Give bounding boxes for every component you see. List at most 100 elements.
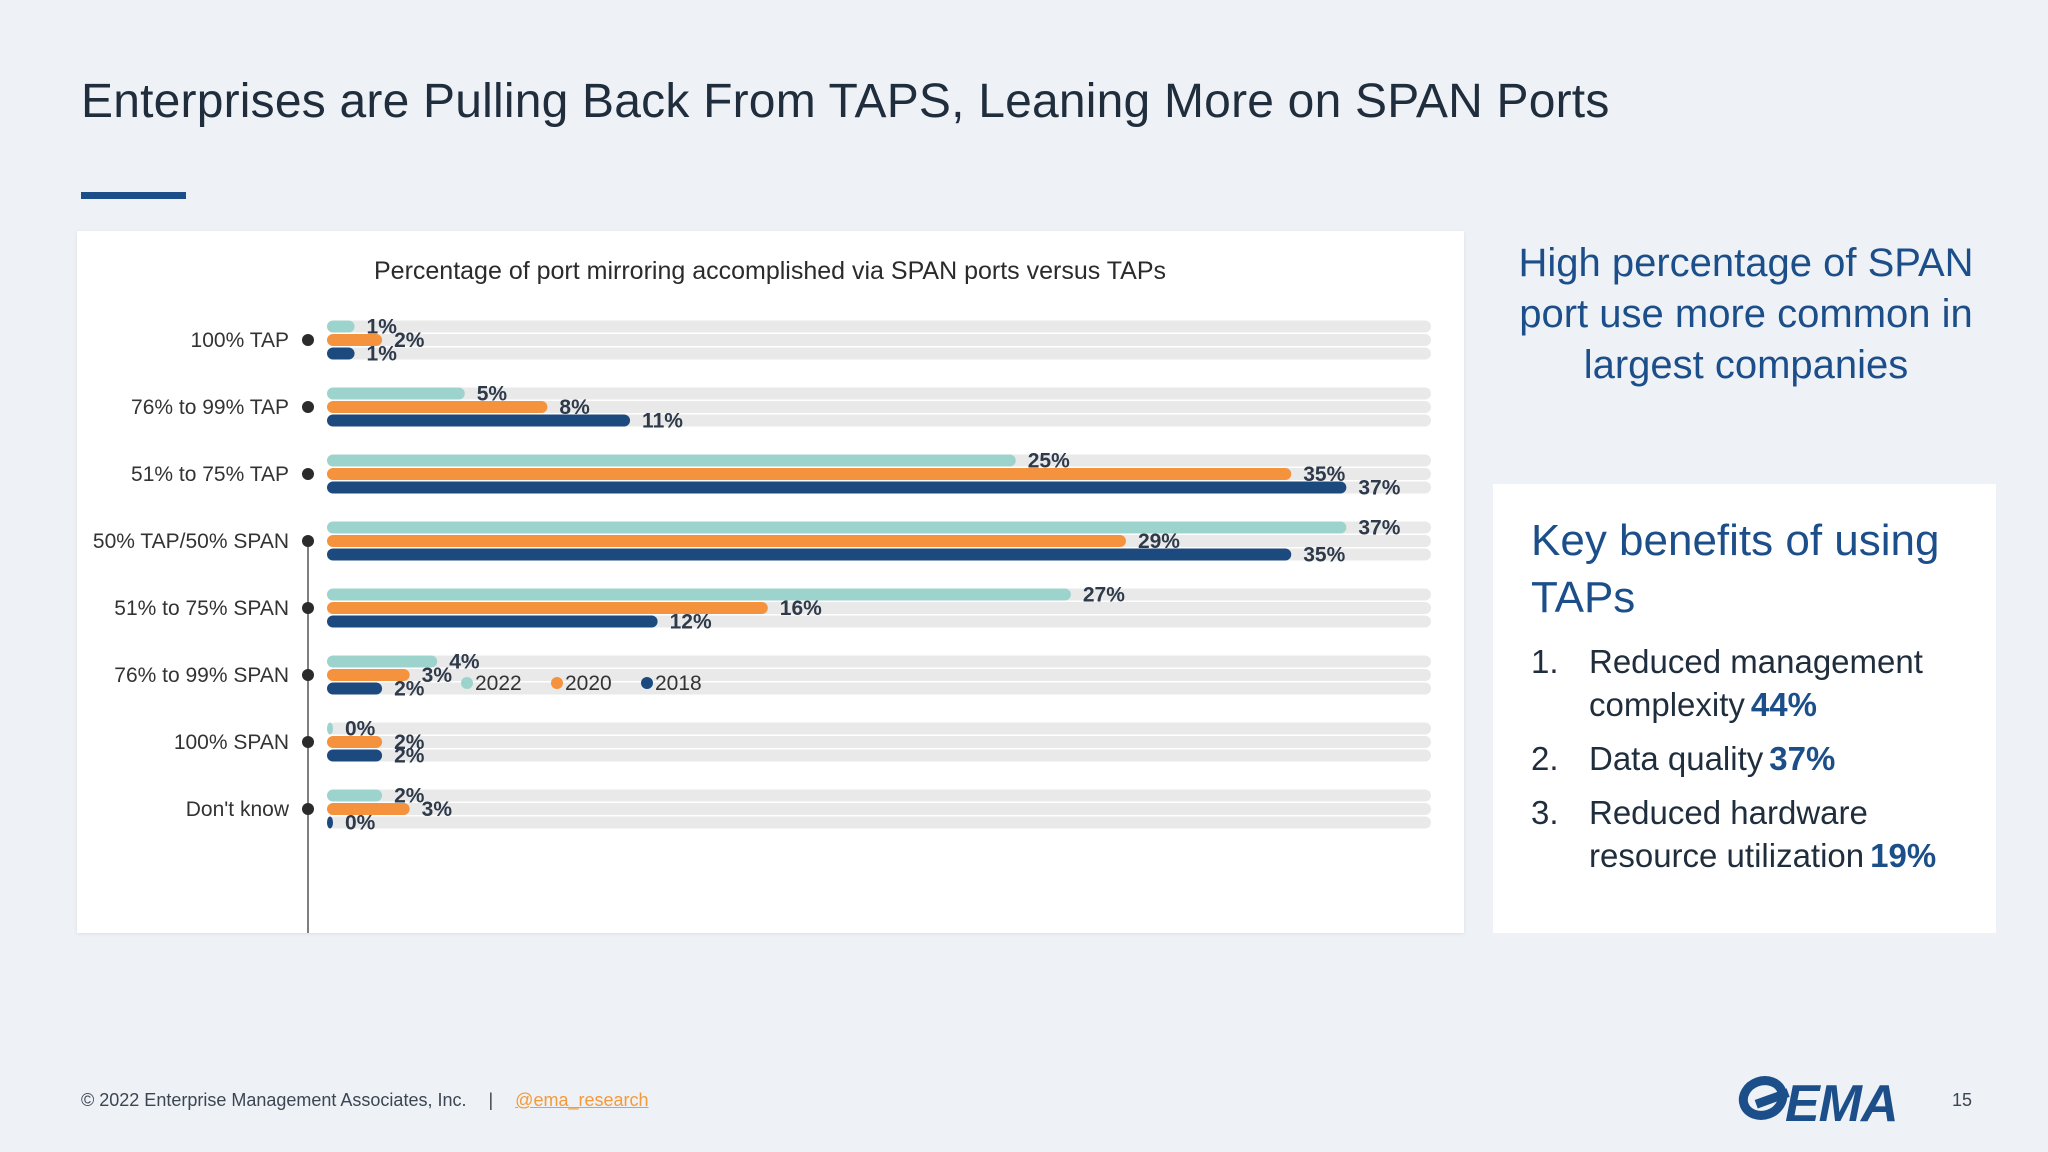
benefit-text: Reduced management complexity: [1589, 643, 1923, 723]
bar-track: [329, 347, 1431, 360]
footer: © 2022 Enterprise Management Associates,…: [81, 1090, 649, 1111]
bar-value-label: 35%: [1303, 544, 1345, 567]
bar-value-label: 0%: [345, 718, 376, 741]
bar-value-label: 2%: [394, 678, 425, 701]
bar-2020: [327, 669, 410, 681]
legend-label: 2020: [565, 672, 612, 695]
benefits-panel: Key benefits of using TAPs 1. Reduced man…: [1493, 484, 1996, 933]
axis-marker: [302, 602, 314, 614]
footer-separator: |: [488, 1090, 494, 1110]
bar-value-label: 1%: [367, 316, 398, 339]
bar-value-label: 16%: [780, 597, 822, 620]
category-label: 76% to 99% SPAN: [114, 664, 289, 687]
bar-2022: [327, 655, 438, 668]
category-label: 100% TAP: [191, 329, 289, 352]
bar-value-label: 2%: [394, 329, 425, 352]
bar-2022: [327, 454, 1016, 467]
bar-track: [329, 682, 1431, 695]
benefit-percent: 19%: [1870, 837, 1937, 874]
category-label: 51% to 75% SPAN: [114, 597, 289, 620]
bar-2020: [327, 334, 383, 346]
category-label: 76% to 99% TAP: [131, 396, 289, 419]
bar-2018: [327, 816, 333, 829]
copyright-text: © 2022 Enterprise Management Associates,…: [81, 1090, 467, 1110]
benefit-item: 2. Data quality 37%: [1531, 737, 1976, 780]
bar-value-label: 27%: [1083, 584, 1125, 607]
axis-marker: [302, 401, 314, 413]
benefit-percent: 37%: [1769, 740, 1836, 777]
bar-2020: [327, 468, 1292, 480]
bar-value-label: 11%: [642, 410, 683, 433]
bar-track: [329, 789, 1431, 802]
legend-swatch-2018: [641, 677, 653, 689]
legend-label: 2018: [655, 672, 702, 695]
axis-marker: [302, 736, 314, 748]
bar-2018: [327, 414, 631, 427]
bar-2022: [327, 722, 333, 735]
twitter-handle-link[interactable]: @ema_research: [515, 1090, 649, 1110]
bar-value-label: 29%: [1138, 530, 1180, 553]
legend-swatch-2022: [461, 677, 473, 689]
bar-2020: [327, 736, 383, 748]
page-number: 15: [1952, 1090, 1973, 1110]
bar-2018: [327, 682, 383, 695]
bar-2022: [327, 521, 1347, 534]
benefit-item: 1. Reduced management complexity 44%: [1531, 640, 1976, 726]
bar-value-label: 2%: [394, 731, 425, 754]
bar-value-label: 4%: [449, 651, 480, 674]
bar-value-label: 12%: [670, 611, 712, 634]
category-label: 50% TAP/50% SPAN: [93, 530, 289, 553]
bar-value-label: 37%: [1358, 477, 1400, 500]
bar-track: [329, 655, 1431, 668]
benefits-list: 1. Reduced management complexity 44% 2. Dat…: [1531, 640, 1976, 877]
bar-value-label: 35%: [1303, 463, 1345, 486]
bar-value-label: 2%: [394, 785, 425, 808]
benefit-number: 1.: [1531, 643, 1559, 680]
bar-track: [329, 749, 1431, 762]
axis-marker: [302, 334, 314, 346]
bar-value-label: 3%: [422, 664, 453, 687]
bar-2018: [327, 347, 355, 360]
benefit-text: Reduced hardware resource utilization: [1589, 794, 1868, 874]
benefit-text: Data quality: [1589, 740, 1764, 777]
bar-2020: [327, 803, 410, 815]
benefit-number: 3.: [1531, 794, 1559, 831]
bar-2018: [327, 548, 1292, 561]
axis-marker: [302, 535, 314, 547]
bar-track: [329, 816, 1431, 829]
benefits-heading: Key benefits of using TAPs: [1531, 516, 1940, 622]
bar-value-label: 5%: [477, 383, 508, 406]
bar-track: [329, 803, 1431, 815]
bar-track: [329, 401, 1431, 413]
ema-swoosh-icon: [1738, 1076, 1790, 1120]
bar-2020: [327, 535, 1126, 547]
bar-track: [329, 334, 1431, 346]
chart-panel: Percentage of port mirroring accomplishe…: [77, 231, 1464, 933]
bar-2022: [327, 320, 355, 333]
bar-2020: [327, 401, 548, 413]
bar-2018: [327, 615, 658, 628]
bar-value-label: 2%: [394, 745, 425, 768]
bar-value-label: 3%: [422, 798, 453, 821]
bar-2022: [327, 588, 1071, 601]
bar-2018: [327, 749, 383, 762]
benefit-item: 3. Reduced hardware resource utilization 1…: [1531, 791, 1976, 877]
chart-title: Percentage of port mirroring accomplishe…: [374, 257, 1166, 285]
bar-2022: [327, 387, 465, 400]
port-mirroring-chart: Percentage of port mirroring accomplishe…: [93, 257, 1431, 933]
bar-track: [329, 722, 1431, 735]
axis-marker: [302, 669, 314, 681]
axis-marker: [302, 468, 314, 480]
slide-title: Enterprises are Pulling Back From TAPS, …: [81, 75, 1610, 128]
callout-text: High percentage of SPAN port use more co…: [1518, 241, 1974, 387]
bar-track: [329, 320, 1431, 333]
bar-2020: [327, 602, 768, 614]
legend-label: 2022: [475, 672, 522, 695]
bar-track: [329, 387, 1431, 400]
title-underline: [81, 192, 186, 199]
legend-swatch-2020: [551, 677, 563, 689]
benefit-number: 2.: [1531, 740, 1559, 777]
bar-value-label: 37%: [1358, 517, 1400, 540]
bar-value-label: 8%: [559, 396, 590, 419]
bar-value-label: 25%: [1028, 450, 1070, 473]
